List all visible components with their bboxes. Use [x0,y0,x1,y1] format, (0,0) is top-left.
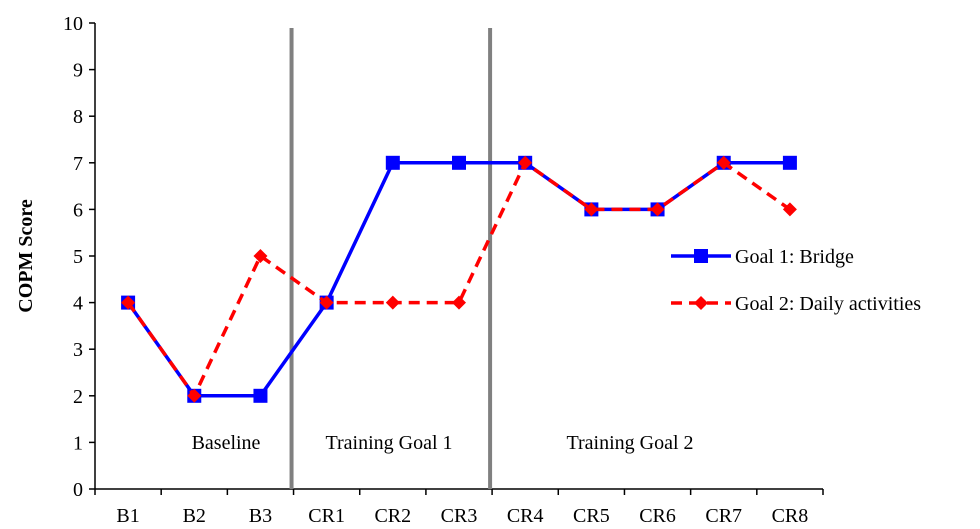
y-axis-title: COPM Score [15,199,37,313]
legend-entry: Goal 2: Daily activities [671,293,921,315]
data-point [121,295,136,310]
x-tick-label: CR2 [374,505,411,527]
x-tick-label: CR3 [441,505,478,527]
series-line [121,155,797,403]
data-point [584,202,599,217]
x-tick-label: CR8 [772,505,809,527]
x-axis: B1 B2 B3 CR1 CR2 CR3 CR4 CR5 CR6 CR7 CR8 [94,488,824,527]
y-tick-label: 10 [63,13,83,35]
y-tick-label: 0 [73,479,83,501]
x-tick-label: B1 [116,505,139,527]
y-tick-label: 3 [73,339,83,361]
data-point [518,155,533,170]
data-point [319,295,334,310]
x-tick-label: CR7 [705,505,742,527]
data-point [782,202,797,217]
phase-label: Training Goal 2 [566,432,693,454]
series-path [126,161,791,398]
data-point [782,155,797,170]
x-tick-label: B3 [249,505,272,527]
x-tick-label: CR6 [639,505,676,527]
series-line [121,155,797,403]
x-tick-label: CR1 [308,505,345,527]
y-tick-label: 1 [73,432,83,454]
x-tick-label: CR5 [573,505,610,527]
phase-label: Baseline [192,432,261,454]
y-tick-label: 4 [73,293,83,315]
data-point [253,249,268,263]
x-tick-label: CR4 [507,505,544,527]
y-tick-label: 8 [73,106,83,128]
data-point [385,295,400,310]
data-point [452,295,466,310]
data-point [253,388,268,403]
data-point [385,155,400,170]
data-point [650,202,665,217]
y-tick-label: 9 [73,60,83,82]
data-point [716,155,731,170]
phase-label: Training Goal 1 [325,432,452,454]
data-point [187,388,202,403]
series-path [126,161,790,398]
y-tick-label: 2 [73,386,83,408]
data-point [694,249,708,263]
data-point [452,155,466,170]
legend-label: Goal 1: Bridge [735,246,854,268]
x-tick-label: B2 [183,505,206,527]
y-tick-label: 5 [73,246,83,268]
legend-entry: Goal 1: Bridge [671,246,854,268]
data-point [694,296,708,310]
legend-label: Goal 2: Daily activities [735,293,921,315]
y-tick-label: 6 [73,199,83,221]
y-tick-label: 7 [73,153,83,175]
y-axis: 0 1 2 3 4 5 6 7 8 9 10 [63,13,96,501]
